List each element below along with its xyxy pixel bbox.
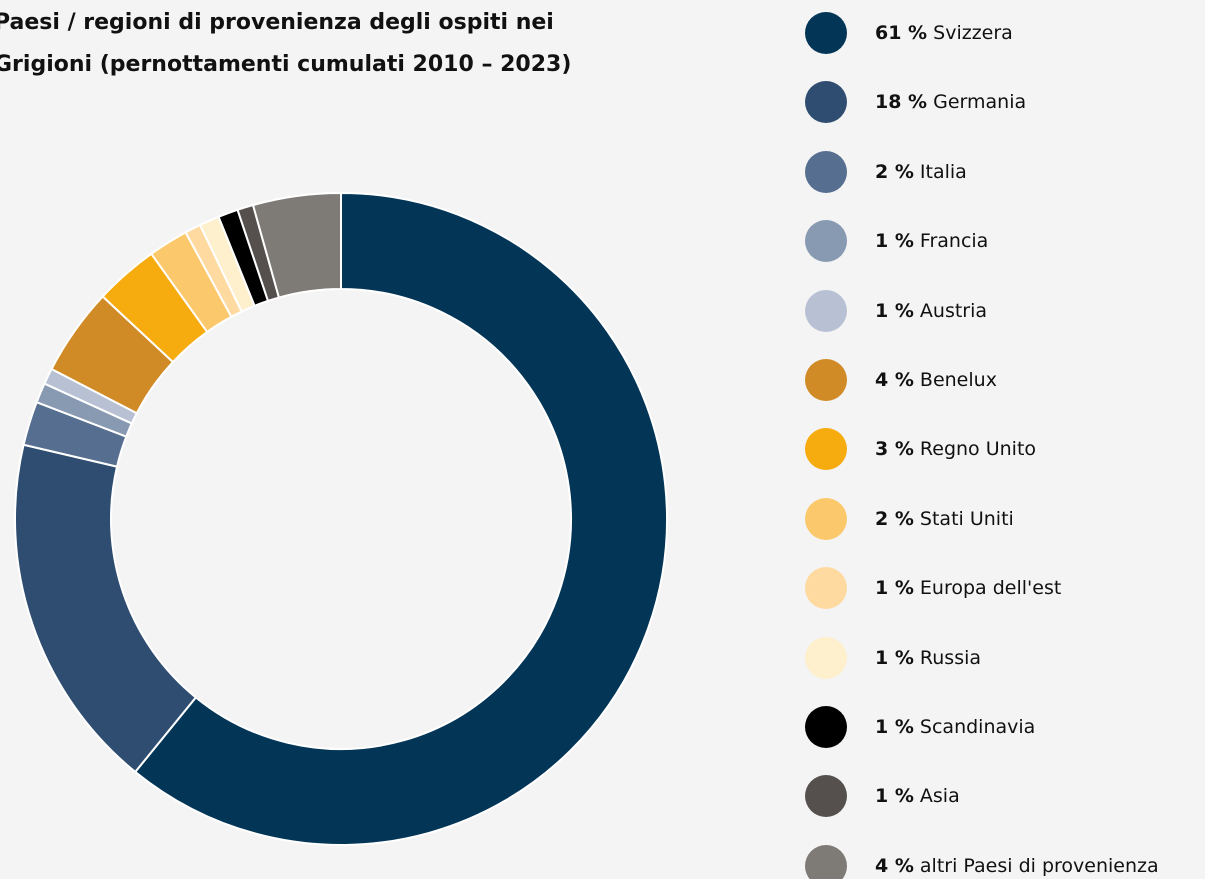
legend-swatch <box>805 844 847 879</box>
chart-title: Paesi / regioni di provenienza degli osp… <box>0 2 694 86</box>
legend-item-austria: 1 % Austria <box>805 289 1159 359</box>
legend-item-germania: 18 % Germania <box>805 81 1159 150</box>
legend-category: Benelux <box>913 368 997 391</box>
legend-swatch <box>805 775 847 818</box>
legend-swatch <box>805 358 847 401</box>
legend-label: 1 % Austria <box>875 290 987 332</box>
legend-item-francia: 1 % Francia <box>805 220 1159 289</box>
legend-category: Russia <box>913 646 982 669</box>
chart-title-line-2: Grigioni (pernottamenti cumulati 2010 – … <box>0 52 572 77</box>
legend-swatch <box>805 289 847 332</box>
legend-label: 18 % Germania <box>875 81 1026 123</box>
legend-percent: 1 % <box>875 646 914 669</box>
legend-percent: 18 % <box>875 91 928 114</box>
legend-label: 61 % Svizzera <box>875 12 1013 54</box>
legend-percent: 61 % <box>875 22 928 44</box>
legend-swatch <box>805 567 847 610</box>
legend-category: Francia <box>913 230 989 253</box>
legend-item-benelux: 4 % Benelux <box>805 358 1159 428</box>
legend-swatch <box>805 150 847 193</box>
donut-slice-altri-paesi-di-provenienza <box>251 191 342 299</box>
legend-category: Scandinavia <box>913 715 1036 738</box>
legend-percent: 1 % <box>875 785 914 808</box>
legend-swatch <box>805 81 847 124</box>
legend-item-altri-paesi-di-provenienza: 4 % altri Paesi di provenienza <box>805 844 1159 879</box>
legend-percent: 3 % <box>875 438 914 461</box>
legend-percent: 1 % <box>875 577 914 600</box>
legend-swatch <box>805 220 847 263</box>
legend-category: Austria <box>913 299 988 322</box>
legend-label: 1 % Europa dell'est <box>875 567 1061 609</box>
legend-percent: 1 % <box>875 299 914 322</box>
chart-title-line-1: Paesi / regioni di provenienza degli osp… <box>0 10 554 35</box>
legend-swatch <box>805 705 847 748</box>
legend-item-asia: 1 % Asia <box>805 775 1159 844</box>
legend-swatch <box>805 636 847 679</box>
legend-label: 2 % Stati Uniti <box>875 498 1014 540</box>
legend-percent: 1 % <box>875 715 914 738</box>
legend-label: 1 % Russia <box>875 637 981 679</box>
legend-category: Europa dell'est <box>913 577 1062 600</box>
legend-label: 4 % altri Paesi di provenienza <box>875 845 1159 879</box>
donut-slice-svizzera <box>133 191 668 846</box>
legend-percent: 2 % <box>875 160 914 183</box>
legend-item-europa-dell-est: 1 % Europa dell'est <box>805 567 1159 636</box>
legend-percent: 4 % <box>875 368 914 391</box>
legend-percent: 4 % <box>875 854 914 877</box>
legend-item-italia: 2 % Italia <box>805 150 1159 220</box>
legend-label: 2 % Italia <box>875 151 967 193</box>
chart-legend: 61 % Svizzera 18 % Germania 2 % Italia 1 % … <box>805 12 1159 879</box>
donut-chart <box>14 191 668 846</box>
legend-category: altri Paesi di provenienza <box>913 854 1159 877</box>
legend-category: Regno Unito <box>913 438 1037 461</box>
legend-label: 1 % Scandinavia <box>875 706 1035 748</box>
legend-item-svizzera: 61 % Svizzera <box>805 12 1159 81</box>
legend-item-russia: 1 % Russia <box>805 636 1159 706</box>
legend-percent: 1 % <box>875 230 914 253</box>
legend-category: Svizzera <box>927 22 1013 44</box>
legend-percent: 2 % <box>875 507 914 530</box>
legend-item-scandinavia: 1 % Scandinavia <box>805 705 1159 775</box>
legend-label: 1 % Asia <box>875 775 960 817</box>
legend-item-stati-uniti: 2 % Stati Uniti <box>805 497 1159 567</box>
legend-category: Asia <box>913 785 960 808</box>
legend-swatch <box>805 12 847 54</box>
legend-category: Germania <box>927 91 1027 114</box>
legend-label: 3 % Regno Unito <box>875 428 1036 470</box>
legend-label: 1 % Francia <box>875 220 988 262</box>
legend-swatch <box>805 428 847 471</box>
legend-category: Stati Uniti <box>913 507 1014 530</box>
legend-label: 4 % Benelux <box>875 359 997 401</box>
legend-swatch <box>805 497 847 540</box>
legend-category: Italia <box>913 160 967 183</box>
legend-item-regno-unito: 3 % Regno Unito <box>805 428 1159 497</box>
donut-slice-germania <box>14 443 198 774</box>
